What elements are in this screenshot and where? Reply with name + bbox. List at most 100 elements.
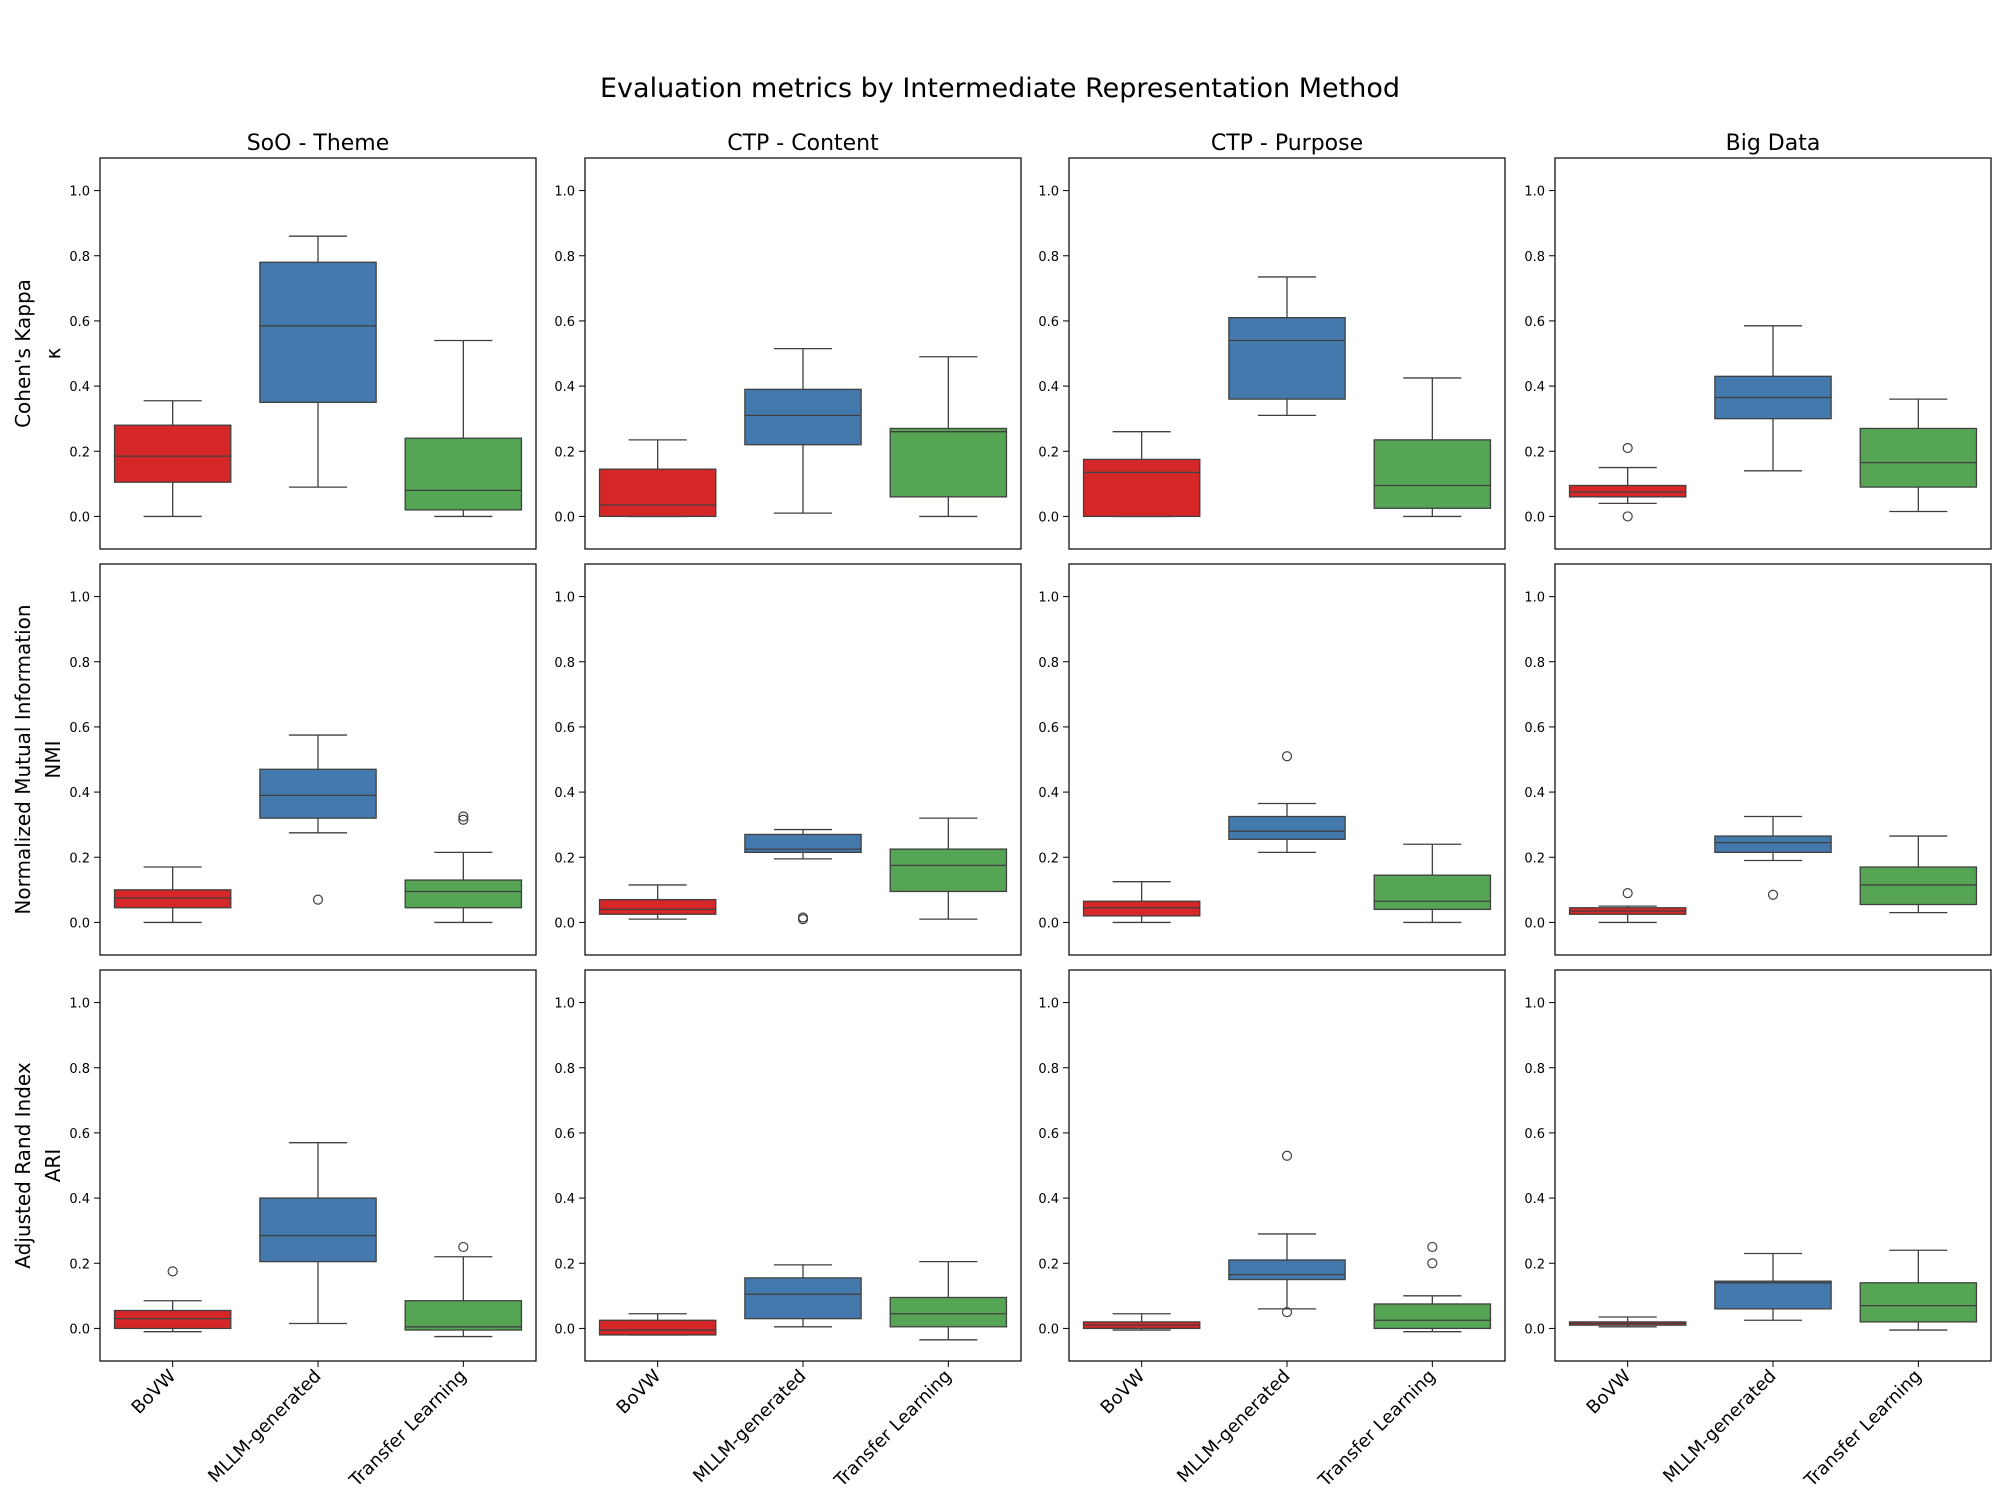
row-sublabel-: κ (41, 347, 65, 359)
panel-ari-ctp-purpose: 0.0 0.2 0.4 0.6 0.8 1.0 BoVW MLLM-generated Tran… (1038, 969, 1506, 1492)
x-tick-label-bovw: BoVW (1583, 1366, 1636, 1419)
outlier-point (1427, 1241, 1438, 1253)
y-tick-label: 0.2 (1524, 1257, 1545, 1272)
box-mllm-generated (1228, 751, 1346, 854)
y-tick-label: 0.6 (554, 721, 575, 736)
y-tick-label: 1.0 (554, 185, 575, 200)
y-tick-label: 0.6 (69, 315, 90, 330)
y-tick-label: 1.0 (1524, 591, 1545, 606)
box-iqr (1859, 866, 1978, 906)
y-tick-label: 0.8 (1038, 656, 1059, 671)
panel--soo-theme: 0.0 0.2 0.4 0.6 0.8 1.0 (69, 157, 537, 550)
y-tick-label: 0.4 (1524, 786, 1545, 801)
box-mllm-generated (744, 1264, 862, 1328)
box-bovw (598, 884, 717, 920)
box-iqr (598, 468, 717, 518)
box-bovw (113, 1266, 232, 1333)
y-tick-label: 0.8 (1524, 250, 1545, 265)
box-iqr (1859, 1282, 1978, 1323)
box-iqr (404, 437, 523, 511)
panel--ctp-content: 0.0 0.2 0.4 0.6 0.8 1.0 (554, 157, 1022, 550)
row-label-normalized-mutual-information: Normalized Mutual Information (11, 604, 35, 914)
panel-ari-ctp-content: 0.0 0.2 0.4 0.6 0.8 1.0 BoVW MLLM-generated Tran… (554, 969, 1022, 1492)
y-tick-label: 0.4 (1524, 1192, 1545, 1207)
box-bovw (113, 400, 232, 518)
column-title-big-data: Big Data (1726, 131, 1821, 156)
x-tick-label-bovw: BoVW (613, 1366, 666, 1419)
box-iqr (1373, 1303, 1492, 1330)
y-tick-label: 1.0 (1524, 185, 1545, 200)
box-mllm-generated (259, 235, 377, 488)
row-label-adjusted-rand-index: Adjusted Rand Index (11, 1062, 35, 1269)
panel-nmi-ctp-purpose: 0.0 0.2 0.4 0.6 0.8 1.0 (1038, 563, 1506, 956)
x-tick-label-transfer-learning: Transfer Learning (1314, 1366, 1440, 1492)
y-tick-label: 0.2 (1524, 445, 1545, 460)
y-tick-label: 0.2 (69, 1257, 90, 1272)
box-transfer-learning (404, 339, 523, 518)
y-tick-label: 0.6 (69, 1127, 90, 1142)
y-tick-label: 0.8 (1524, 656, 1545, 671)
y-tick-label: 0.0 (1524, 1322, 1545, 1337)
box-mllm-generated (1228, 1150, 1346, 1318)
box-transfer-learning (1859, 398, 1978, 513)
x-tick-label-transfer-learning: Transfer Learning (1800, 1366, 1926, 1492)
box-iqr (1568, 484, 1687, 498)
outlier-point (1281, 1307, 1293, 1318)
box-mllm-generated (1714, 1252, 1832, 1321)
y-tick-label: 1.0 (69, 185, 90, 200)
box-bovw (1082, 1313, 1201, 1331)
x-tick-label-mllm-generated: MLLM-generated (1659, 1366, 1780, 1487)
box-iqr (113, 424, 232, 483)
y-tick-label: 0.6 (1038, 315, 1059, 330)
panel-ari-soo-theme: 0.0 0.2 0.4 0.6 0.8 1.0 BoVW MLLM-generated Tran… (69, 969, 537, 1492)
box-iqr (598, 898, 717, 915)
y-tick-label: 1.0 (1038, 997, 1059, 1012)
y-tick-label: 0.6 (1038, 1127, 1059, 1142)
box-iqr (889, 1296, 1008, 1328)
panel-frame (1554, 157, 1992, 550)
x-tick-label-bovw: BoVW (1097, 1366, 1150, 1419)
y-tick-label: 1.0 (1038, 591, 1059, 606)
outlier-point (1281, 751, 1293, 762)
panel--ctp-purpose: 0.0 0.2 0.4 0.6 0.8 1.0 (1038, 157, 1506, 550)
y-tick-label: 0.0 (69, 510, 90, 525)
box-transfer-learning (889, 817, 1008, 920)
box-iqr (598, 1319, 717, 1336)
y-tick-label: 0.0 (69, 916, 90, 931)
y-tick-label: 0.4 (554, 380, 575, 395)
y-tick-label: 0.4 (69, 1192, 90, 1207)
outlier-point (1622, 511, 1633, 522)
y-tick-label: 0.6 (1524, 315, 1545, 330)
row-label-cohen-s-kappa: Cohen's Kappa (11, 279, 35, 428)
box-bovw (1568, 442, 1687, 522)
box-iqr (404, 1300, 523, 1331)
y-tick-label: 0.8 (554, 656, 575, 671)
panel-frame (1554, 563, 1992, 956)
panel-frame (99, 157, 537, 550)
y-tick-label: 0.0 (1524, 916, 1545, 931)
panel--big-data: 0.0 0.2 0.4 0.6 0.8 1.0 (1524, 157, 1992, 550)
box-iqr (1228, 815, 1346, 840)
outlier-point (1622, 442, 1633, 454)
y-tick-label: 0.4 (1038, 380, 1059, 395)
box-bovw (1568, 887, 1687, 924)
box-transfer-learning (1373, 843, 1492, 924)
outlier-point (1281, 1150, 1293, 1161)
panel-nmi-soo-theme: 0.0 0.2 0.4 0.6 0.8 1.0 (69, 563, 537, 956)
box-transfer-learning (1859, 1249, 1978, 1331)
y-tick-label: 0.2 (1038, 445, 1059, 460)
box-mllm-generated (744, 347, 862, 514)
y-tick-label: 0.2 (554, 445, 575, 460)
box-mllm-generated (1228, 276, 1346, 417)
y-tick-label: 0.8 (1038, 250, 1059, 265)
y-tick-label: 0.4 (69, 786, 90, 801)
panels-group: SoO - Theme CTP - Content CTP - Purpose Big… (11, 131, 1992, 1492)
box-iqr (1714, 835, 1832, 854)
box-iqr (113, 1309, 232, 1330)
box-mllm-generated (259, 734, 377, 905)
row-sublabel-nmi: NMI (41, 740, 65, 778)
y-tick-label: 0.2 (554, 851, 575, 866)
row-sublabel-ari: ARI (41, 1149, 65, 1182)
y-tick-label: 0.4 (69, 380, 90, 395)
